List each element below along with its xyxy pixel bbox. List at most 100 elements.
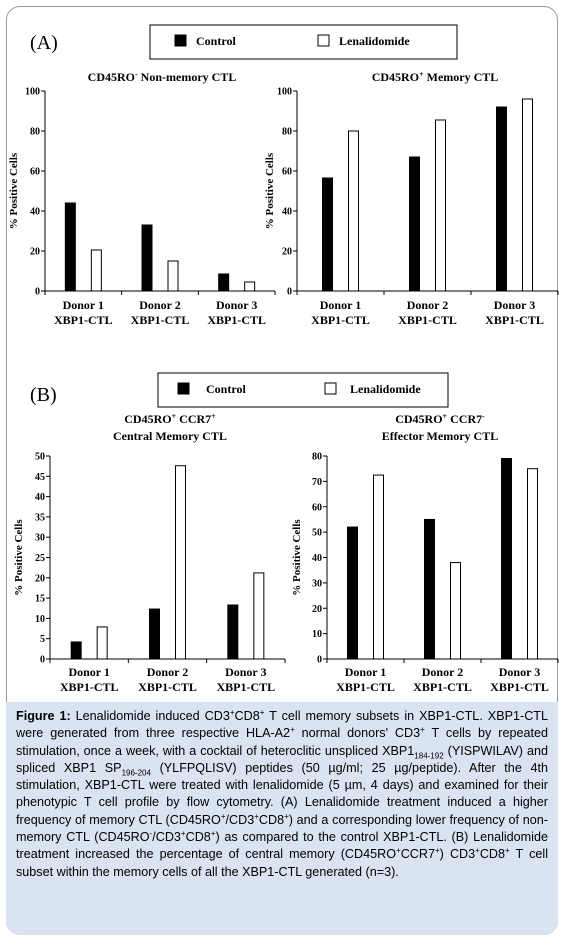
chart-a-nonmemory: CD45RO- Non-memory CTL % Positive Cells 0 2…	[8, 70, 276, 327]
y-tick-label: 80	[282, 127, 292, 138]
caption-figure-label: Figure 1:	[16, 709, 71, 723]
y-tick-label: 100	[25, 87, 40, 98]
caption-sup: +	[434, 846, 440, 856]
figure-canvas: (A) Control Lenalidomide (B) Control Len…	[8, 24, 559, 694]
y-tick-label: 35	[35, 512, 45, 523]
bar-control	[496, 106, 507, 292]
bar-lenalidomide	[244, 281, 256, 292]
caption-text: CD8	[479, 847, 506, 862]
panel-b-legend-lenalidomide-swatch	[324, 382, 337, 395]
y-tick-label: 20	[312, 604, 322, 615]
caption-sup: +	[290, 725, 295, 735]
caption-text: Lenalidomide induced CD3	[70, 709, 230, 723]
x-category-label: Donor 1 XBP1-CTL	[311, 298, 370, 327]
figure-caption: Figure 1: Lenalidomide induced CD3+CD8+ …	[6, 702, 558, 935]
bar-lenalidomide	[90, 249, 102, 292]
y-axis-label: % Positive Cells	[291, 519, 303, 596]
y-tick-label: 60	[30, 167, 40, 178]
caption-text: (YISPWILAV) and spliced XBP1 SP	[16, 743, 548, 775]
x-category-label: Donor 1 XBP1-CTL	[60, 665, 119, 694]
caption-sup: +	[284, 811, 289, 821]
bar-control	[347, 526, 358, 660]
y-tick-label: 80	[312, 452, 322, 463]
y-tick-label: 45	[35, 472, 45, 483]
bar-control	[227, 604, 239, 660]
chart-b-effector-memory: CD45RO+ CCR7- Effector Memory CTL % Positi…	[291, 412, 559, 694]
panel-b-legend-box	[157, 372, 449, 408]
caption-text: /CD3	[225, 812, 255, 827]
y-tick-label: 40	[282, 207, 292, 218]
panel-a-legend-lenalidomide-label: Lenalidomide	[339, 34, 410, 48]
bar-control	[409, 156, 420, 292]
x-category-label: Donor 2 XBP1-CTL	[413, 665, 472, 694]
bar-control	[218, 273, 230, 292]
caption-sup: +	[180, 828, 186, 838]
bar-lenalidomide	[253, 572, 265, 660]
bar-control	[322, 177, 333, 292]
chart-a-memory: CD45RO+ Memory CTL % Positive Cells 0 20 40 6…	[264, 70, 559, 327]
chart-title: CD45RO- Non-memory CTL	[88, 70, 237, 85]
y-tick-label: 0	[35, 287, 40, 298]
y-tick-label: 15	[35, 594, 45, 605]
caption-text: CD8	[234, 709, 260, 723]
y-tick-label: 20	[30, 247, 40, 258]
y-tick-label: 20	[282, 247, 292, 258]
caption-sup: +	[505, 846, 510, 856]
caption-sup: +	[210, 828, 216, 838]
x-category-label: Donor 1 XBP1-CTL	[336, 665, 395, 694]
caption-sub: 196-204	[121, 768, 151, 778]
panel-a-legend-lenalidomide-swatch	[317, 34, 330, 47]
bar-lenalidomide	[450, 562, 461, 660]
panel-b-legend-lenalidomide-label: Lenalidomide	[350, 382, 421, 396]
caption-sup: -	[149, 828, 153, 838]
x-category-label: Donor 3 XBP1-CTL	[485, 298, 544, 327]
caption-sup: +	[259, 707, 265, 717]
caption-text: (YLFPQLISV) peptides (50 µg/ml; 25 µg/pe…	[16, 760, 548, 827]
y-tick-label: 50	[35, 452, 45, 463]
bar-lenalidomide	[167, 260, 179, 292]
caption-sup: +	[420, 725, 425, 735]
y-tick-label: 100	[277, 87, 292, 98]
caption-sub: 184-192	[414, 751, 444, 761]
y-tick-label: 0	[317, 655, 322, 666]
y-tick-label: 30	[312, 578, 322, 589]
y-tick-label: 40	[30, 207, 40, 218]
y-tick-label: 20	[35, 573, 45, 584]
y-tick-label: 60	[282, 167, 292, 178]
y-tick-label: 70	[312, 477, 322, 488]
caption-text: ) as compared to the control XBP1-CTL. (…	[16, 830, 548, 862]
panel-a-legend-control-label: Control	[196, 34, 236, 48]
caption-sup: +	[220, 811, 226, 821]
y-tick-label: 10	[312, 629, 322, 640]
bar-control	[501, 458, 512, 660]
caption-text: CCR7	[400, 847, 435, 862]
bar-lenalidomide	[348, 130, 359, 292]
bar-lenalidomide	[175, 465, 186, 660]
chart-subtitle: Central Memory CTL	[113, 429, 227, 443]
panel-a-legend: Control Lenalidomide	[149, 24, 458, 60]
chart-subtitle: Effector Memory CTL	[382, 429, 498, 443]
y-tick-label: 60	[312, 502, 322, 513]
bar-lenalidomide	[435, 119, 446, 292]
y-axis-label: % Positive Cells	[13, 519, 25, 596]
x-category-label: Donor 3 XBP1-CTL	[207, 298, 266, 327]
bar-lenalidomide	[373, 474, 384, 660]
y-axis-label: % Positive Cells	[264, 152, 276, 229]
panel-b-letter: (B)	[30, 384, 57, 406]
bar-control	[424, 518, 435, 660]
bar-lenalidomide	[522, 98, 533, 292]
caption-text: /CD3	[152, 830, 181, 845]
bar-control	[70, 641, 82, 660]
caption-sup: +	[254, 811, 259, 821]
caption-text: T cell subset within the memory cells of…	[16, 847, 548, 879]
chart-title: CD45RO+ CCR7-	[395, 412, 485, 427]
y-tick-label: 5	[40, 634, 45, 645]
caption-sup: +	[396, 846, 401, 856]
y-tick-label: 10	[35, 614, 45, 625]
panel-b-legend: Control Lenalidomide	[157, 372, 449, 408]
x-category-label: Donor 2 XBP1-CTL	[131, 298, 190, 327]
bar-control	[149, 608, 160, 660]
y-tick-label: 40	[312, 553, 322, 564]
chart-b-central-memory: CD45RO+ CCR7+ Central Memory CTL % Positiv…	[13, 412, 286, 694]
x-category-label: Donor 3 XBP1-CTL	[216, 665, 275, 694]
